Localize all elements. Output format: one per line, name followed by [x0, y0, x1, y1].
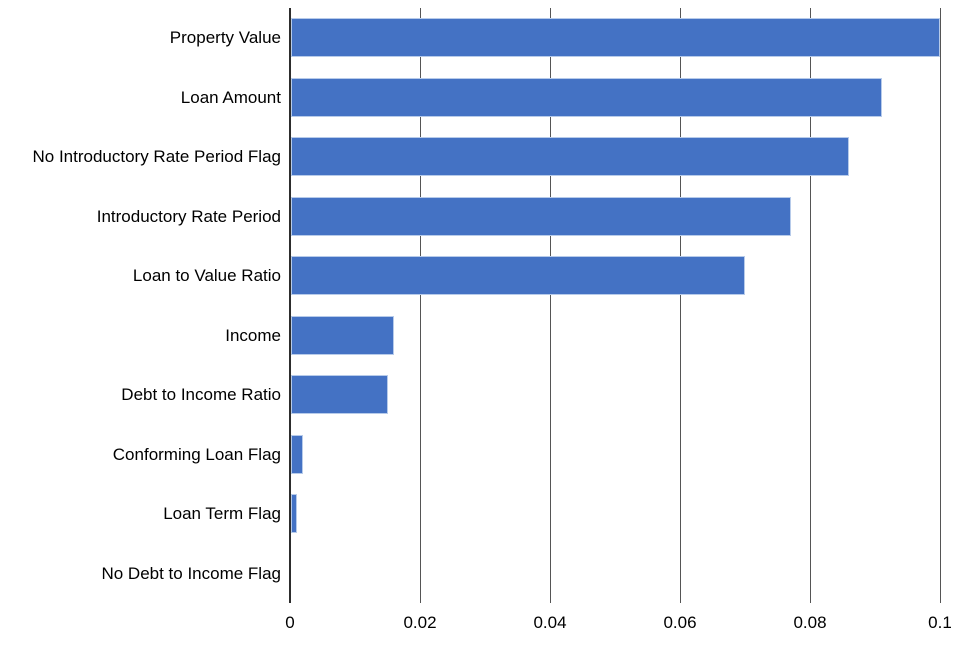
zero-axis-line [289, 8, 291, 603]
x-axis-tick-label: 0.1 [928, 613, 952, 632]
category-label: Conforming Loan Flag [112, 444, 281, 464]
category-axis: Property Value Loan Amount No Introductory… [0, 8, 281, 603]
category-label: Income [225, 325, 281, 345]
vertical-gridline [940, 8, 941, 603]
x-axis: 0 0.02 0.04 0.06 0.08 0.1 [285, 611, 952, 639]
vertical-gridline [810, 8, 811, 603]
bar-property-value [291, 18, 940, 57]
bar-income [291, 315, 394, 355]
category-label: Loan Amount [180, 87, 281, 107]
category-label: Property Value [169, 28, 281, 48]
bar-loan-term-flag [291, 494, 297, 533]
category-label: No Debt to Income Flag [101, 563, 281, 583]
plot-area [289, 8, 941, 603]
bar-debt-to-income-ratio [291, 375, 388, 414]
vertical-gridline [680, 8, 681, 603]
category-label: No Introductory Rate Period Flag [32, 147, 281, 167]
bar-conforming-loan-flag [291, 434, 303, 474]
x-axis-tick-label: 0.04 [533, 613, 567, 632]
bar-no-introductory-rate-period-flag [291, 137, 849, 176]
bar-introductory-rate-period [291, 196, 791, 236]
vertical-gridline [420, 8, 421, 603]
x-axis-tick-label: 0 [285, 613, 295, 632]
bar-loan-amount [291, 77, 882, 117]
x-axis-tick-label: 0.06 [663, 613, 697, 632]
category-label: Loan Term Flag [163, 504, 281, 524]
category-label: Introductory Rate Period [96, 206, 281, 226]
bar-loan-to-value-ratio [291, 256, 745, 295]
x-axis-tick-label: 0.02 [403, 613, 437, 632]
x-axis-tick-label: 0.08 [793, 613, 827, 632]
category-label: Debt to Income Ratio [121, 385, 281, 405]
vertical-gridline [550, 8, 551, 603]
category-label: Loan to Value Ratio [132, 266, 281, 286]
